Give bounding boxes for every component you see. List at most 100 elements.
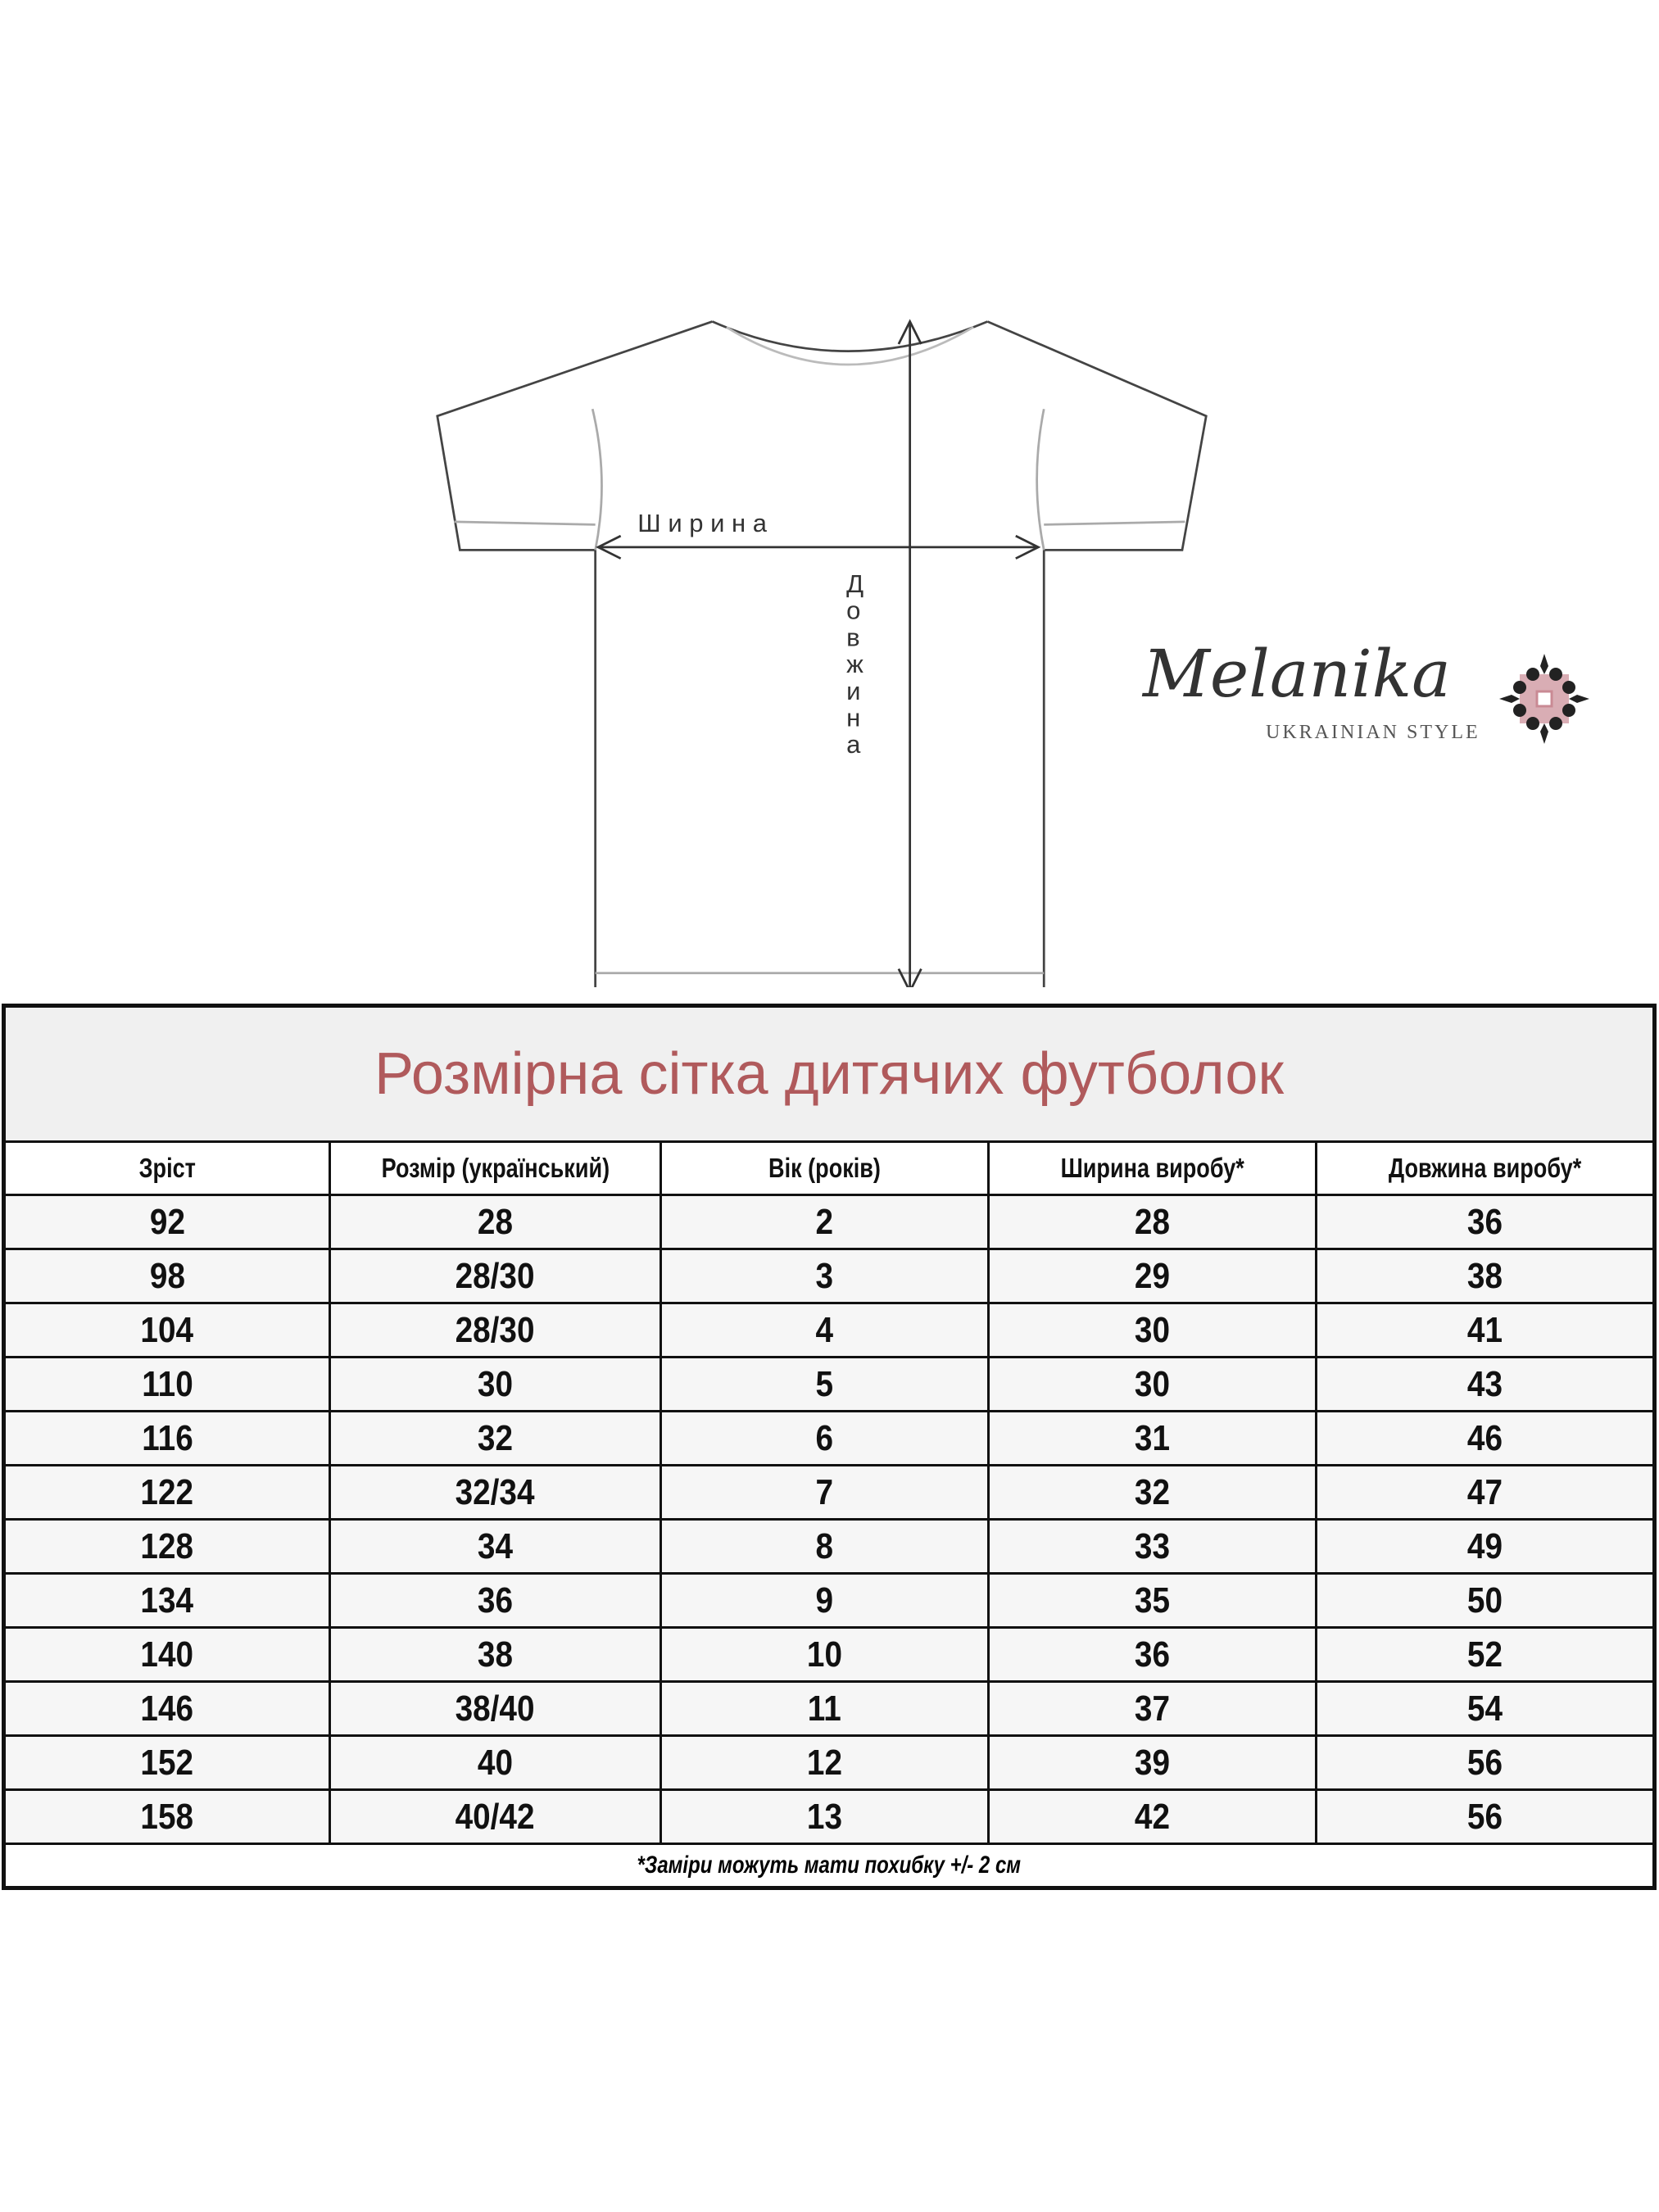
column-header-age: Вік (років) [660,1140,990,1196]
table-title: Розмірна сітка дитячих футболок [2,1004,1656,1143]
table-cell: 12 [660,1734,990,1791]
table-cell: 10 [660,1626,990,1683]
cell-value: 9 [815,1580,834,1620]
table-cell: 35 [987,1572,1317,1629]
table-cell: 30 [987,1356,1317,1412]
cell-value: 98 [149,1255,185,1296]
cell-value: 29 [1134,1255,1171,1296]
cell-value: 56 [1466,1742,1503,1783]
table-cell: 29 [987,1248,1317,1304]
table-cell: 158 [2,1788,331,1845]
table-cell: 43 [1315,1356,1656,1412]
table-row: 110 30 5 30 43 [2,1356,1656,1412]
table-cell: 28/30 [329,1248,662,1304]
table-cell: 46 [1315,1410,1656,1466]
cell-value: 43 [1466,1363,1503,1404]
table-row: 92 28 2 28 36 [2,1194,1656,1250]
table-cell: 56 [1315,1734,1656,1791]
table-row: 146 38/40 11 37 54 [2,1680,1656,1737]
table-cell: 52 [1315,1626,1656,1683]
table-cell: 2 [660,1194,990,1250]
table-cell: 50 [1315,1572,1656,1629]
cell-value: 110 [141,1363,193,1404]
cell-value: 140 [140,1634,194,1675]
cell-value: 36 [1466,1201,1503,1242]
cell-value: 30 [477,1363,514,1404]
table-cell: 31 [987,1410,1317,1466]
table-cell: 34 [329,1518,662,1575]
cell-value: 38/40 [456,1688,535,1729]
table-cell: 128 [2,1518,331,1575]
table-cell: 7 [660,1464,990,1521]
cell-value: 122 [140,1471,194,1512]
table-cell: 3 [660,1248,990,1304]
column-header-size: Розмір (український) [329,1140,662,1196]
table-cell: 110 [2,1356,331,1412]
logo-tagline: UKRAINIAN STYLE [1266,722,1480,743]
table-row: 134 36 9 35 50 [2,1572,1656,1629]
table-cell: 33 [987,1518,1317,1575]
logo-wordmark: Melanika [1143,636,1451,712]
cell-value: 12 [806,1742,843,1783]
table-cell: 28 [329,1194,662,1250]
cell-value: 37 [1134,1688,1171,1729]
table-cell: 104 [2,1302,331,1358]
table-cell: 30 [987,1302,1317,1358]
table-cell: 32/34 [329,1464,662,1521]
table-row: 116 32 6 31 46 [2,1410,1656,1466]
table-cell: 41 [1315,1302,1656,1358]
cell-value: 13 [806,1796,843,1837]
cell-value: 39 [1134,1742,1171,1783]
table-cell: 9 [660,1572,990,1629]
table-cell: 36 [1315,1194,1656,1250]
table-cell: 36 [329,1572,662,1629]
cell-value: 11 [808,1688,841,1729]
cell-value: 30 [1134,1309,1171,1350]
cell-value: 8 [815,1525,834,1566]
size-chart-table: Розмірна сітка дитячих футболок Зріст Ро… [2,1004,1657,1890]
cell-value: 4 [815,1309,834,1350]
table-cell: 47 [1315,1464,1656,1521]
cell-value: 104 [140,1309,194,1350]
table-cell: 49 [1315,1518,1656,1575]
cell-value: 46 [1466,1417,1503,1458]
table-cell: 36 [987,1626,1317,1683]
cell-value: 116 [141,1417,193,1458]
cell-value: 54 [1466,1688,1503,1729]
table-row: 98 28/30 3 29 38 [2,1248,1656,1304]
footnote: *Заміри можуть мати похибку +/- 2 см [2,1843,1656,1889]
cell-value: 92 [149,1201,185,1242]
table-cell: 40 [329,1734,662,1791]
table-cell: 32 [329,1410,662,1466]
cell-value: 30 [1134,1363,1171,1404]
cell-value: 5 [815,1363,834,1404]
table-cell: 92 [2,1194,331,1250]
cell-value: 36 [477,1580,514,1620]
table-cell: 13 [660,1788,990,1845]
table-cell: 146 [2,1680,331,1737]
cell-value: 42 [1134,1796,1171,1837]
cell-value: 56 [1466,1796,1503,1837]
cell-value: 6 [815,1417,834,1458]
cell-value: 146 [140,1688,194,1729]
table-row: 128 34 8 33 49 [2,1518,1656,1575]
length-arrow [897,319,922,987]
cell-value: 31 [1134,1417,1171,1458]
table-cell: 56 [1315,1788,1656,1845]
table-cell: 37 [987,1680,1317,1737]
cell-value: 2 [815,1201,834,1242]
column-header-height: Зріст [2,1140,331,1196]
table-cell: 38 [1315,1248,1656,1304]
table-row: 152 40 12 39 56 [2,1734,1656,1791]
cell-value: 28/30 [456,1255,535,1296]
table-cell: 42 [987,1788,1317,1845]
melanika-logo: Melanika UKRAINIAN STYLE [1143,635,1602,766]
table-row: 158 40/42 13 42 56 [2,1788,1656,1845]
cell-value: 32 [477,1417,514,1458]
table-cell: 98 [2,1248,331,1304]
cell-value: 28 [477,1201,514,1242]
cell-value: 38 [1466,1255,1503,1296]
cell-value: 28 [1134,1201,1171,1242]
cell-value: 128 [140,1525,194,1566]
table-cell: 134 [2,1572,331,1629]
